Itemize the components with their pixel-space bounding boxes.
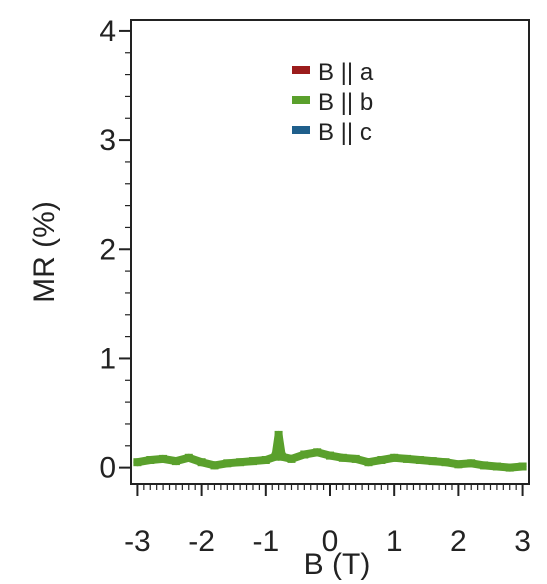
x-axis-label: B (T) [304, 548, 371, 581]
series-point-1 [518, 462, 527, 471]
legend-swatch-a [292, 66, 310, 74]
series-point-1 [171, 457, 180, 466]
series-line-1 [133, 430, 527, 472]
y-axis-label: MR (%) [28, 201, 61, 303]
series-point-1 [271, 452, 280, 461]
y-tick-label: 1 [99, 342, 116, 375]
series-point-1 [338, 453, 347, 462]
series-layer [133, 430, 527, 472]
series-point-1 [274, 430, 283, 439]
series-point-1 [505, 463, 514, 472]
series-point-1 [364, 458, 373, 467]
series-point-1 [261, 456, 270, 464]
series-point-1 [480, 461, 489, 470]
legend-label-a: B || a [318, 59, 374, 86]
legend-label-b: B || b [318, 89, 373, 116]
series-point-1 [441, 458, 450, 467]
series-point-1 [467, 459, 476, 468]
legend-label-c: B || c [318, 119, 372, 146]
series-point-1 [390, 453, 399, 462]
x-tick-label: -2 [188, 525, 215, 558]
series-point-1 [492, 462, 501, 471]
series-point-1 [146, 456, 155, 464]
series-point-1 [133, 458, 142, 467]
series-point-1 [249, 457, 257, 466]
major-ticks: -3 -2 -1 0 1 2 3 0 1 2 3 4 [99, 15, 531, 558]
y-tick-label: 2 [99, 233, 116, 266]
series-point-1 [184, 453, 193, 462]
x-tick-label: 3 [514, 525, 531, 558]
y-tick-label: 0 [99, 452, 116, 485]
y-tick-label: 3 [99, 124, 116, 157]
legend-swatch-c [292, 126, 310, 134]
series-point-1 [236, 458, 245, 467]
series-point-1 [326, 451, 334, 460]
series-point-1 [287, 454, 296, 463]
series-point-1 [377, 456, 386, 464]
x-tick-label: -3 [124, 525, 151, 558]
x-tick-label: 0 [322, 525, 339, 558]
series-point-1 [210, 461, 219, 470]
x-tick-label: -1 [252, 525, 279, 558]
x-tick-label: 1 [386, 525, 403, 558]
y-tick-label: 4 [99, 15, 116, 48]
series-point-1 [454, 460, 463, 469]
x-tick-label: 2 [450, 525, 467, 558]
series-point-1 [415, 456, 424, 464]
series-point-1 [277, 452, 286, 461]
series-point-1 [197, 458, 206, 467]
legend: B || a B || b B || c [292, 59, 374, 146]
series-point-1 [223, 459, 232, 468]
series-point-1 [351, 454, 360, 463]
minor-ticks [125, 30, 524, 490]
series-point-1 [313, 448, 322, 457]
legend-swatch-b [292, 96, 310, 104]
series-point-1 [403, 454, 411, 463]
series-point-1 [300, 450, 309, 459]
series-point-1 [159, 454, 168, 463]
series-point-1 [428, 457, 437, 466]
